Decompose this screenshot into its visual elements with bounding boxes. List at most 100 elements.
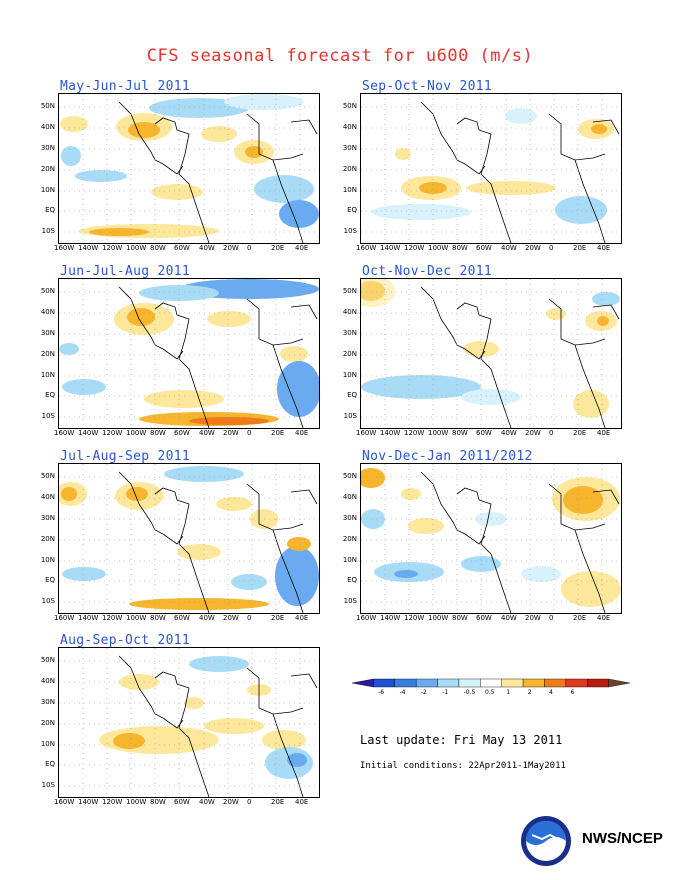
colorbar-swatch — [480, 678, 502, 688]
lon-tick-label: 0 — [247, 614, 252, 622]
colorbar-swatch — [544, 678, 567, 688]
lat-tick-label: 20N — [40, 535, 55, 543]
lat-tick-label: 50N — [40, 656, 55, 664]
lon-tick-label: 120W — [102, 614, 123, 622]
map-panel-jas — [58, 463, 320, 614]
lat-tick-label: EQ — [347, 576, 357, 584]
map-plot-jas — [59, 464, 319, 613]
panel-title-ndj: Nov-Dec-Jan 2011/2012 — [362, 449, 533, 464]
colorbar-level-label: 2 — [527, 689, 532, 696]
lat-tick-label: EQ — [347, 206, 357, 214]
colorbar-swatch — [373, 678, 395, 688]
lon-tick-label: 120W — [404, 614, 425, 622]
lat-tick-label: 20N — [40, 350, 55, 358]
lon-tick-label: 40E — [295, 798, 309, 806]
lon-tick-label: 20W — [223, 244, 239, 252]
lat-tick-label: EQ — [45, 391, 55, 399]
map-plot-aso — [59, 648, 319, 797]
panel-title-jja: Jun-Jul-Aug 2011 — [60, 264, 191, 279]
map-plot-ond — [361, 279, 621, 428]
lon-tick-label: 20E — [271, 798, 285, 806]
lat-tick-label: 20N — [40, 719, 55, 727]
lon-tick-label: 160W — [356, 614, 377, 622]
lon-tick-label: 160W — [54, 798, 75, 806]
colorbar-swatch — [608, 678, 630, 688]
lon-tick-label: 120W — [404, 429, 425, 437]
lon-tick-label: 100W — [428, 429, 449, 437]
lon-tick-label: 160W — [54, 614, 75, 622]
lat-tick-label: EQ — [45, 576, 55, 584]
lon-tick-label: 80W — [150, 429, 166, 437]
lat-tick-label: 40N — [40, 308, 55, 316]
lon-tick-label: 140W — [380, 614, 401, 622]
lon-tick-label: 40E — [597, 244, 611, 252]
colorbar — [352, 678, 630, 688]
lon-tick-label: 120W — [102, 429, 123, 437]
lat-tick-label: 30N — [342, 329, 357, 337]
lon-tick-label: 20E — [573, 429, 587, 437]
lon-tick-label: 160W — [356, 244, 377, 252]
noaa-logo-icon — [521, 816, 571, 866]
lon-tick-label: 20E — [573, 244, 587, 252]
lon-tick-label: 80W — [150, 798, 166, 806]
lon-tick-label: 0 — [247, 798, 252, 806]
lon-tick-label: 20W — [525, 614, 541, 622]
map-panel-ndj — [360, 463, 622, 614]
lon-tick-label: 60W — [476, 614, 492, 622]
lon-tick-label: 80W — [150, 244, 166, 252]
map-panel-ond — [360, 278, 622, 429]
lon-tick-label: 40W — [501, 244, 517, 252]
lon-tick-label: 0 — [549, 614, 554, 622]
lat-tick-label: 10S — [343, 597, 357, 605]
lat-tick-label: 10S — [343, 227, 357, 235]
lat-tick-label: 10S — [41, 597, 55, 605]
lat-tick-label: 50N — [342, 472, 357, 480]
lat-tick-label: 10N — [40, 186, 55, 194]
lat-tick-label: 10N — [40, 556, 55, 564]
colorbar-level-label: -1 — [442, 689, 449, 696]
lat-tick-label: 40N — [40, 677, 55, 685]
lat-tick-label: 40N — [40, 123, 55, 131]
lon-tick-label: 120W — [102, 798, 123, 806]
colorbar-swatch — [522, 678, 545, 688]
lon-tick-label: 40E — [597, 429, 611, 437]
lat-tick-label: 10S — [41, 227, 55, 235]
last-update: Last update: Fri May 13 2011 — [360, 733, 563, 747]
lon-tick-label: 40E — [295, 244, 309, 252]
lon-tick-label: 120W — [102, 244, 123, 252]
lat-tick-label: 10S — [41, 781, 55, 789]
lat-tick-label: EQ — [45, 760, 55, 768]
colorbar-level-label: 1 — [506, 689, 511, 696]
lon-tick-label: 80W — [452, 614, 468, 622]
lat-tick-label: 40N — [342, 123, 357, 131]
lat-tick-label: 50N — [40, 102, 55, 110]
lat-tick-label: 10N — [342, 186, 357, 194]
map-plot-son — [361, 94, 621, 243]
lat-tick-label: 30N — [342, 514, 357, 522]
lon-tick-label: 20W — [223, 614, 239, 622]
lat-tick-label: 10N — [342, 371, 357, 379]
colorbar-level-label: -2 — [420, 689, 427, 696]
lon-tick-label: 160W — [356, 429, 377, 437]
initial-conditions: Initial conditions: 22Apr2011-1May2011 — [360, 761, 566, 771]
map-panel-jja — [58, 278, 320, 429]
org-name: NWS/NCEP — [582, 830, 663, 847]
lon-tick-label: 0 — [549, 244, 554, 252]
colorbar-level-label: -6 — [378, 689, 385, 696]
lat-tick-label: 10N — [40, 371, 55, 379]
panel-title-son: Sep-Oct-Nov 2011 — [362, 79, 493, 94]
colorbar-level-label: 4 — [549, 689, 553, 696]
lon-tick-label: 100W — [126, 614, 147, 622]
lon-tick-label: 0 — [247, 429, 252, 437]
lon-tick-label: 40W — [199, 244, 215, 252]
lon-tick-label: 20W — [525, 244, 541, 252]
colorbar-swatch — [565, 678, 588, 688]
lon-tick-label: 40W — [199, 798, 215, 806]
lon-tick-label: 20E — [573, 614, 587, 622]
lat-tick-label: 20N — [40, 165, 55, 173]
lon-tick-label: 60W — [174, 429, 190, 437]
lon-tick-label: 40W — [501, 614, 517, 622]
lon-tick-label: 20W — [223, 429, 239, 437]
colorbar-swatch — [458, 678, 481, 688]
lon-tick-label: 20E — [271, 429, 285, 437]
